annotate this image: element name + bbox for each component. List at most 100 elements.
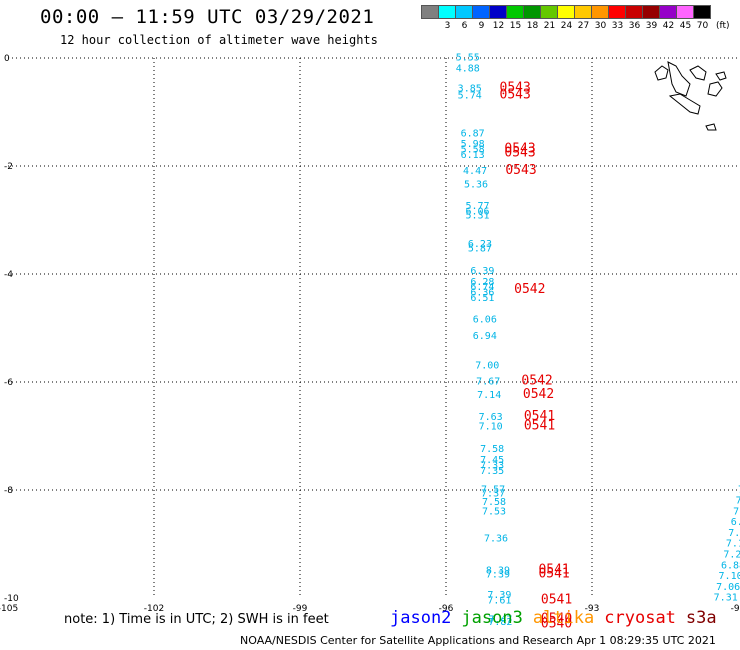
color-scale-unit: (ft) [716,21,730,31]
island-outline [689,65,707,81]
swh-value: 6.23 [468,239,492,250]
time-labels: 0543054305430543054305420542054205410541… [500,80,573,631]
units-note: note: 1) Time is in UTC; 2) SWH is in fe… [64,612,329,627]
swh-value: 5.58 [461,145,485,156]
swh-value: 7.53 [482,506,506,517]
swh-value: 7.10 [479,422,503,433]
swh-value: 7.63 [479,412,503,423]
swh-value: 7.12 [726,539,740,550]
time-label: 0541 [538,563,569,578]
color-scale-label: 70 [696,21,709,31]
color-scale-label: 24 [560,21,573,31]
swh-value: 7.39 [487,590,511,601]
swh-value: 7.45 [480,455,504,466]
swh-value: 7.10 [719,571,740,582]
swh-value: 7.33 [480,460,504,471]
x-tick-label: -93 [585,604,600,614]
island-outline [715,71,727,81]
x-tick-label: -90 [731,604,740,614]
color-scale-label: 27 [577,21,590,31]
color-scale-label: 39 [645,21,658,31]
island-outline [654,65,669,81]
y-tick-label: -4 [4,270,13,280]
y-tick-label: -6 [4,378,13,388]
color-scale-cell [693,5,711,19]
swh-value: 6.28 [470,277,494,288]
time-label: 0541 [524,409,555,424]
grid-lines [8,57,738,598]
time-label: 0542 [523,387,554,402]
x-tick-label: -105 [0,604,18,614]
color-scale-label: 30 [594,21,607,31]
swh-value: 5.55 [456,53,480,64]
galapagos-coastline [654,61,727,131]
color-scale-label: 9 [478,21,485,31]
color-scale-label: 33 [611,21,624,31]
swh-value: 4.88 [456,64,480,75]
color-scale-label: 6 [461,21,468,31]
axis-ticks: -105 -102 -99 -96 -93 -90 0 -2 -4 -6 -8 -10 [0,54,740,614]
color-scale-label: 3 [444,21,451,31]
swh-value: 6.8 [731,517,740,528]
swh-value: 7.37 [481,488,505,499]
footer-credit: NOAA/NESDIS Center for Satellite Applica… [240,634,716,647]
swh-value: 7.35 [480,466,504,477]
time-label: 0541 [541,592,572,607]
time-label: 0541 [538,566,569,581]
x-tick-label: -102 [144,604,164,614]
swh-value: 5.74 [458,91,482,102]
color-scale-label: 45 [679,21,692,31]
legend-item-s3a: s3a [685,608,717,628]
swh-value: 6.13 [461,150,485,161]
island-outline [707,81,723,97]
satellite-legend: jason2 jason3 altika cryosat s3a [390,608,717,628]
swh-value: 7.31 [714,593,738,604]
swh-value: 3.85 [458,83,482,94]
x-tick-label: -99 [293,604,308,614]
swh-value: 8.39 [486,566,510,577]
color-scale-label: 21 [543,21,556,31]
time-label: 0540 [541,617,572,632]
swh-value: 7.58 [482,497,506,508]
time-label: 0542 [521,374,552,389]
time-label: 0542 [514,282,545,297]
swh-value: 7 [736,496,740,507]
swh-value: 7.61 [487,595,511,606]
y-tick-label: -2 [4,162,13,172]
swh-value: 7.24 [723,550,740,561]
chart-subtitle: 12 hour collection of altimeter wave hei… [60,33,378,47]
swh-values: 5.554.883.855.746.875.985.586.134.475.36… [456,53,740,628]
legend-item-jason3: jason3 [461,608,523,628]
swh-value: 7.57 [481,485,505,496]
swh-value: 7.47 [488,614,512,625]
swh-value: 5.31 [465,210,489,221]
legend-item-cryosat: cryosat [604,608,676,628]
y-tick-label: 0 [4,54,10,64]
swh-value: 4.47 [463,166,487,177]
swh-value: 7 [738,485,740,496]
swh-value: 6.39 [470,266,494,277]
swh-value: 7.58 [480,444,504,455]
swh-value: 7.24 [728,528,740,539]
swh-value: 7.36 [484,533,508,544]
swh-value: 5.77 [465,201,489,212]
swh-value: 6.51 [470,293,494,304]
swh-value: 6.74 [470,282,494,293]
chart-title: 00:00 – 11:59 UTC 03/29/2021 [40,6,375,28]
swh-value: 6.94 [473,331,497,342]
time-label: 0543 [504,145,535,160]
island-outline [705,123,717,131]
color-scale-labels: 3 6 9 12 15 18 21 24 27 30 33 36 39 42 45 70 [422,21,711,31]
swh-value: 7.06 [716,582,740,593]
color-scale-label: 42 [662,21,675,31]
y-tick-label: -10 [4,594,19,604]
swh-value: 7.39 [486,569,510,580]
swh-value: 7.00 [475,361,499,372]
swh-value: 5.87 [468,243,492,254]
swh-value: 6.36 [470,288,494,299]
island-outline [668,93,701,115]
time-label: 0541 [524,419,555,434]
island-outline [667,61,691,97]
y-tick-label: -8 [4,486,13,496]
